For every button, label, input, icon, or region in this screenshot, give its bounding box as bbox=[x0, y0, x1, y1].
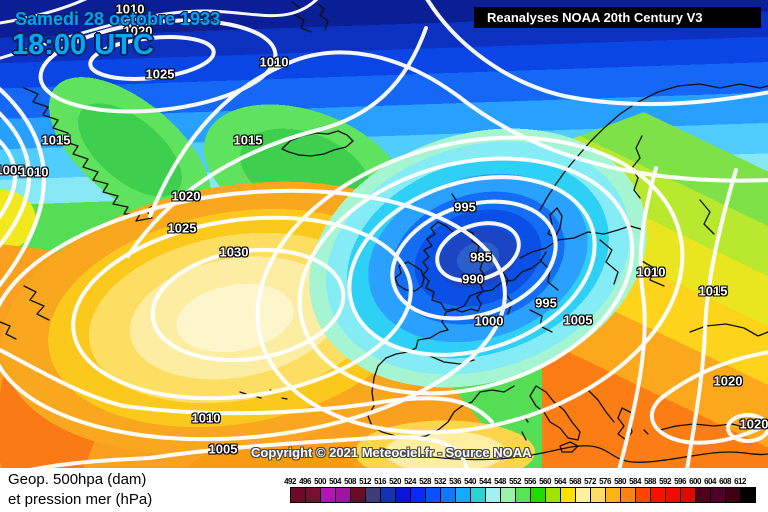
colorbar-cell: 584 bbox=[629, 477, 651, 503]
colorbar-cell: 548 bbox=[494, 477, 516, 503]
colorbar-cell: 556 bbox=[524, 477, 546, 503]
colorbar-cell: 504 bbox=[329, 477, 351, 503]
colorbar-cell: 492 bbox=[284, 477, 306, 503]
colorbar-tick-label: 592 bbox=[659, 477, 671, 486]
colorbar-tick-label: 584 bbox=[629, 477, 641, 486]
colorbar-tick-label: 604 bbox=[704, 477, 716, 486]
colorbar-cell: 604 bbox=[704, 477, 726, 503]
colorbar-cell: 552 bbox=[509, 477, 531, 503]
colorbar-cell: 560 bbox=[539, 477, 561, 503]
colorbar-cell: 524 bbox=[404, 477, 426, 503]
colorbar-cell: 532 bbox=[434, 477, 456, 503]
colorbar-tick-label: 532 bbox=[434, 477, 446, 486]
colorbar-tick-label: 496 bbox=[299, 477, 311, 486]
colorbar: 492 496 500 504 508 512 516 520 524 528 532 536 540 5… bbox=[284, 468, 756, 503]
colorbar-tick-label: 600 bbox=[689, 477, 701, 486]
colorbar-tick-label: 612 bbox=[734, 477, 746, 486]
map-date: Samedi 28 octobre 1933 bbox=[15, 9, 221, 29]
coastlines bbox=[0, 1, 768, 463]
copyright-text: Copyright © 2021 Meteociel.fr - Source N… bbox=[251, 445, 532, 460]
colorbar-tick-label: 500 bbox=[314, 477, 326, 486]
colorbar-tick-label: 512 bbox=[359, 477, 371, 486]
reanalysis-source-box: Reanalyses NOAA 20th Century V3 bbox=[474, 7, 761, 28]
colorbar-tick-label: 608 bbox=[719, 477, 731, 486]
colorbar-tick-label: 564 bbox=[554, 477, 566, 486]
colorbar-tick-label: 524 bbox=[404, 477, 416, 486]
isobars bbox=[0, 0, 768, 468]
legend-line-1: Geop. 500hpa (dam) bbox=[8, 471, 147, 488]
colorbar-cell: 576 bbox=[599, 477, 621, 503]
colorbar-cell: 500 bbox=[314, 477, 336, 503]
colorbar-cell: 596 bbox=[674, 477, 696, 503]
colorbar-tick-label: 520 bbox=[389, 477, 401, 486]
colorbar-tick-label: 548 bbox=[494, 477, 506, 486]
colorbar-tick-label: 540 bbox=[464, 477, 476, 486]
colorbar-tick-label: 492 bbox=[284, 477, 296, 486]
colorbar-cell: 508 bbox=[344, 477, 366, 503]
colorbar-cell: 564 bbox=[554, 477, 576, 503]
colorbar-cell: 588 bbox=[644, 477, 666, 503]
colorbar-cell: 608 bbox=[719, 477, 741, 503]
colorbar-tick-label: 504 bbox=[329, 477, 341, 486]
colorbar-tick-label: 544 bbox=[479, 477, 491, 486]
colorbar-tick-label: 516 bbox=[374, 477, 386, 486]
legend-line-2: et pression mer (hPa) bbox=[8, 491, 153, 508]
colorbar-cell: 520 bbox=[389, 477, 411, 503]
colorbar-tick-label: 552 bbox=[509, 477, 521, 486]
colorbar-tick-label: 568 bbox=[569, 477, 581, 486]
colorbar-cell: 544 bbox=[479, 477, 501, 503]
colorbar-tick-label: 588 bbox=[644, 477, 656, 486]
colorbar-cell: 600 bbox=[689, 477, 711, 503]
field-layers bbox=[0, 0, 768, 468]
legend-footer: Geop. 500hpa (dam) et pression mer (hPa)… bbox=[0, 468, 768, 512]
colorbar-tick-label: 508 bbox=[344, 477, 356, 486]
colorbar-cell: 512 bbox=[359, 477, 381, 503]
colorbar-tick-label: 528 bbox=[419, 477, 431, 486]
colorbar-tick-label: 560 bbox=[539, 477, 551, 486]
colorbar-cell: 580 bbox=[614, 477, 636, 503]
colorbar-cell: 572 bbox=[584, 477, 606, 503]
colorbar-cell: 592 bbox=[659, 477, 681, 503]
map-area: 1010102010251010101510151005101010201025… bbox=[0, 0, 768, 468]
map-time: 18:00 UTC bbox=[12, 29, 154, 61]
colorbar-cell: 568 bbox=[569, 477, 591, 503]
colorbar-cell: 516 bbox=[374, 477, 396, 503]
map-field-svg bbox=[0, 0, 768, 468]
colorbar-tick-label: 536 bbox=[449, 477, 461, 486]
legend-text: Geop. 500hpa (dam) et pression mer (hPa) bbox=[8, 470, 152, 510]
colorbar-cell: 496 bbox=[299, 477, 321, 503]
colorbar-tick-label: 580 bbox=[614, 477, 626, 486]
colorbar-tick-label: 596 bbox=[674, 477, 686, 486]
colorbar-tick-label: 556 bbox=[524, 477, 536, 486]
colorbar-cell: 536 bbox=[449, 477, 471, 503]
colorbar-tick-label: 576 bbox=[599, 477, 611, 486]
colorbar-tick-label: 572 bbox=[584, 477, 596, 486]
colorbar-cell: 528 bbox=[419, 477, 441, 503]
colorbar-cell: 612 bbox=[734, 477, 756, 503]
colorbar-cell: 540 bbox=[464, 477, 486, 503]
